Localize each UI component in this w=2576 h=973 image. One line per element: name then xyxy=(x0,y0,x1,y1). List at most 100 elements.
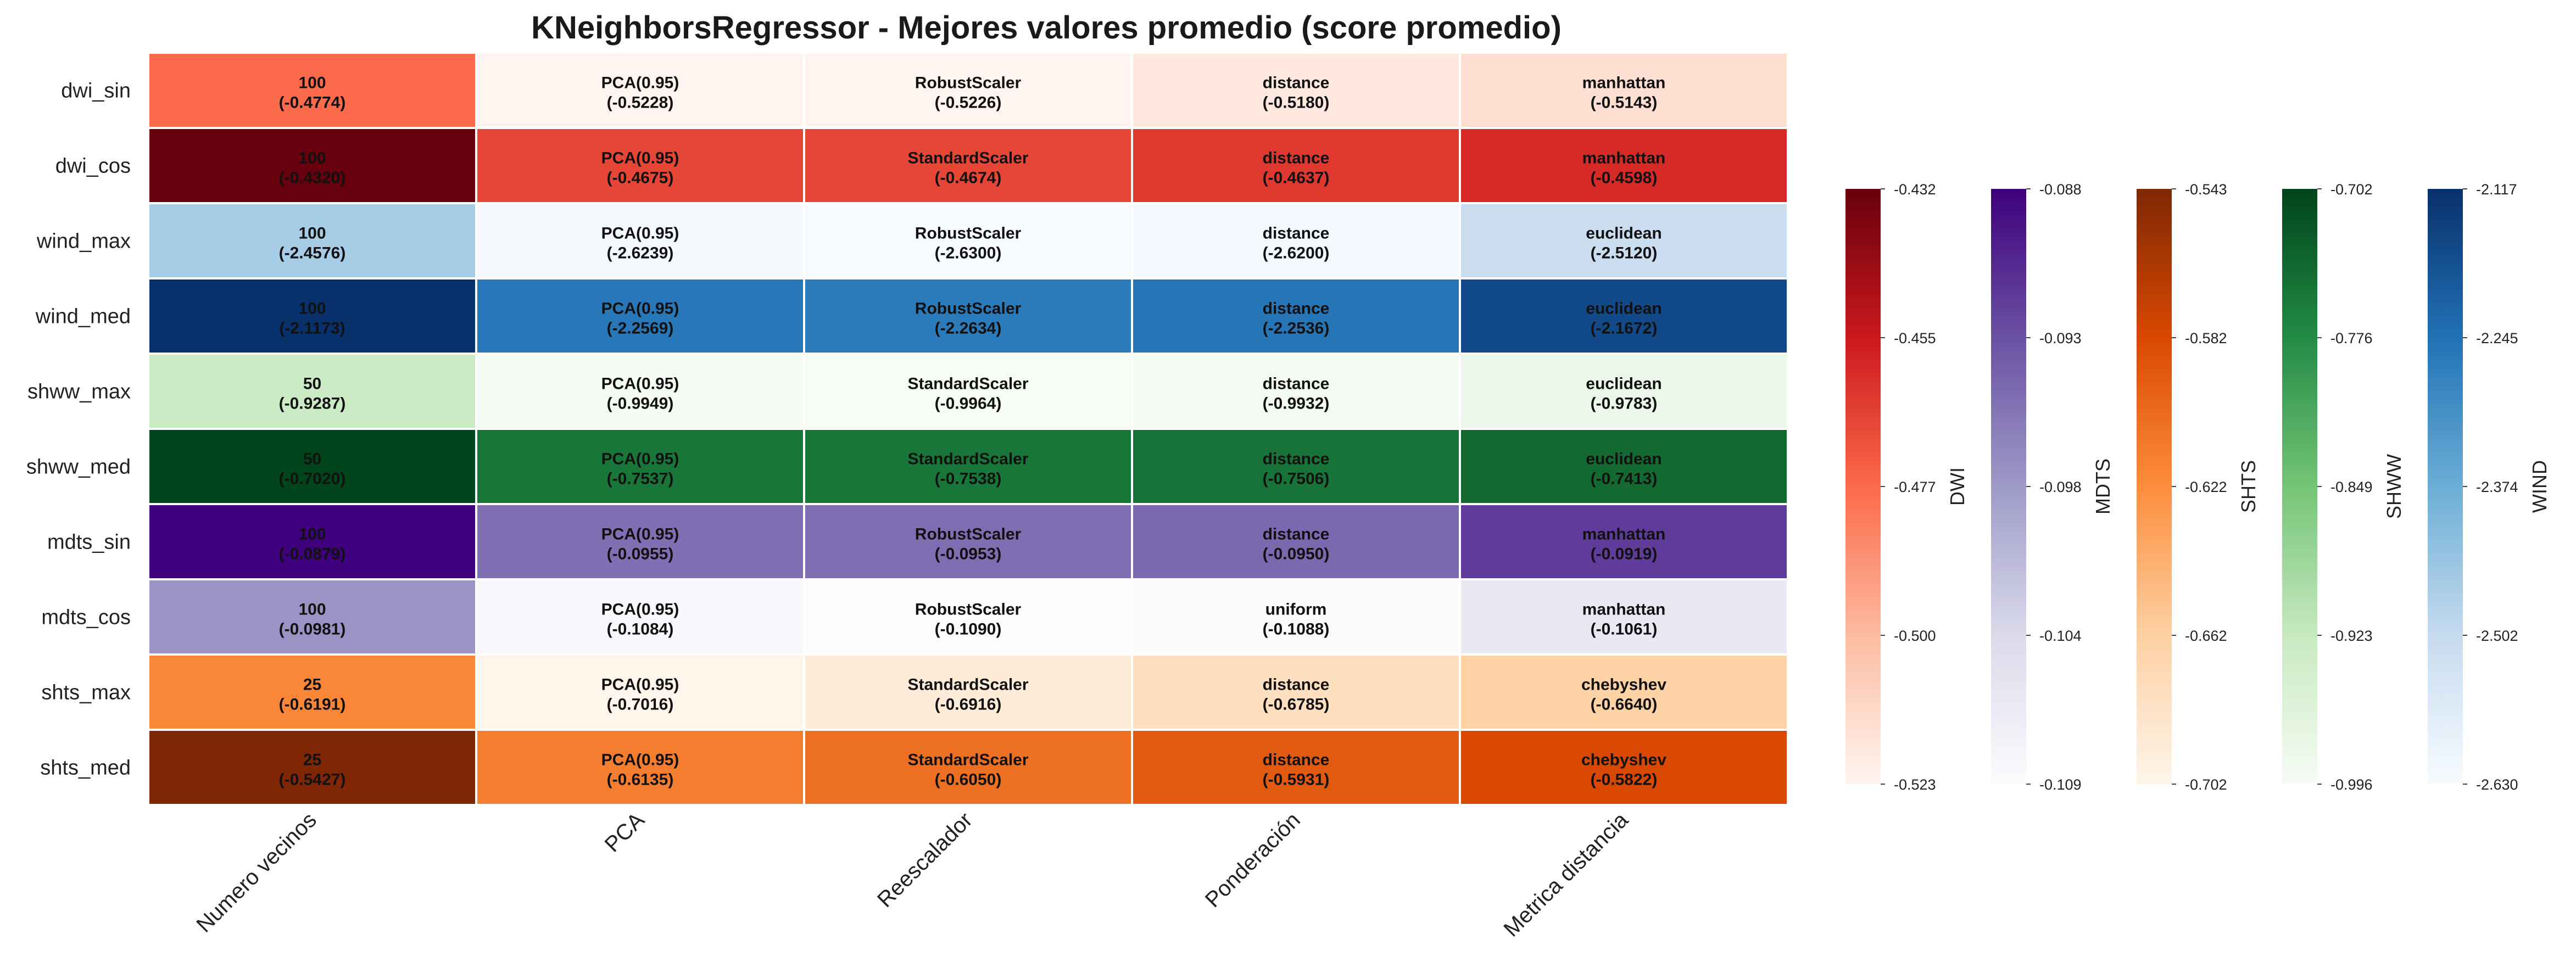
cell-rect xyxy=(1459,578,1789,656)
cell-value: PCA(0.95) xyxy=(601,74,679,92)
colorbar-label: DWI xyxy=(1946,467,1969,506)
cell-value: euclidean xyxy=(1586,375,1661,393)
cell-score: (-0.7016) xyxy=(607,696,674,714)
heatmap-cell: StandardScaler (-0.9964) xyxy=(803,353,1133,430)
cell-score: (-0.7020) xyxy=(279,470,346,488)
cell-value: manhattan xyxy=(1582,149,1666,167)
cell-value: distance xyxy=(1263,676,1330,694)
cell-rect xyxy=(803,428,1133,505)
cell-value: manhattan xyxy=(1582,601,1666,619)
cell-score: (-0.1088) xyxy=(1263,620,1330,639)
row-label: dwi_sin xyxy=(61,80,131,103)
cell-value: euclidean xyxy=(1586,300,1661,318)
heatmap-cell: RobustScaler(-0.1090) xyxy=(803,578,1133,656)
colorbar-tick-label: -0.455 xyxy=(1894,330,1936,346)
cell-value: 50 xyxy=(303,450,321,468)
cell-value: manhattan xyxy=(1582,74,1666,92)
cell-value: RobustScaler xyxy=(915,525,1022,544)
heatmap-cell: manhattan (-0.5143) xyxy=(1459,52,1789,129)
colorbar-tick-label: -0.523 xyxy=(1894,776,1936,793)
heatmap-cell: 25 (-0.5427) xyxy=(147,729,477,806)
cell-rect xyxy=(803,729,1133,806)
cell-value: distance xyxy=(1263,375,1330,393)
heatmap-cell: 100 (-0.4320) xyxy=(147,127,477,204)
cell-rect xyxy=(1131,277,1461,355)
cell-score: (-0.4637) xyxy=(1263,169,1330,187)
cell-score: (-2.5120) xyxy=(1591,244,1658,262)
cell-score: (-0.5427) xyxy=(279,771,346,789)
cell-rect xyxy=(475,353,805,430)
cell-value: 50 xyxy=(303,375,321,393)
cell-value: PCA(0.95) xyxy=(601,450,679,468)
cell-rect xyxy=(1459,653,1789,731)
heatmap-cell: StandardScaler (-0.4674) xyxy=(803,127,1133,204)
cell-rect xyxy=(1459,729,1789,806)
heatmap-cell: distance (-0.7506) xyxy=(1131,428,1461,505)
colorbar-tick-label: -0.662 xyxy=(2185,628,2227,644)
cell-value: PCA(0.95) xyxy=(601,300,679,318)
colorbar-tick-label: -0.702 xyxy=(2330,181,2373,198)
cell-rect xyxy=(147,503,477,580)
cell-value: 100 xyxy=(298,225,326,243)
heatmap-cell: RobustScaler (-2.2634) xyxy=(803,277,1133,355)
cell-rect xyxy=(475,578,805,656)
colorbar: -0.432 -0.455 -0.477 -0.500 -0.523 DWI xyxy=(1845,181,1969,793)
cell-score: (-0.5180) xyxy=(1263,94,1330,112)
heatmap-cell: RobustScaler(-2.6300) xyxy=(803,202,1133,279)
cell-score: (-0.6785) xyxy=(1263,696,1330,714)
heatmap-cell: 100 (-0.4774) xyxy=(147,52,477,129)
cell-value: chebyshev xyxy=(1581,751,1666,769)
heatmap-cell: StandardScaler (-0.6050) xyxy=(803,729,1133,806)
cell-score: (-2.4576) xyxy=(279,244,346,262)
heatmap-cell: distance (-0.4637) xyxy=(1131,127,1461,204)
cell-score: (-0.0879) xyxy=(279,545,346,563)
cell-value: PCA(0.95) xyxy=(601,601,679,619)
cell-score: (-0.0950) xyxy=(1263,545,1330,563)
cell-value: StandardScaler xyxy=(907,676,1028,694)
cell-value: distance xyxy=(1263,525,1330,544)
heatmap-cell: manhattan(-0.0919) xyxy=(1459,503,1789,580)
cell-score: (-0.9783) xyxy=(1591,395,1658,413)
cell-value: manhattan xyxy=(1582,525,1666,544)
column-label: Numero vecinos xyxy=(192,808,321,937)
cell-rect xyxy=(475,202,805,279)
cell-score: (-2.1672) xyxy=(1591,320,1658,338)
cell-rect xyxy=(803,52,1133,129)
cell-score: (-0.5228) xyxy=(607,94,674,112)
cell-rect xyxy=(1459,353,1789,430)
heatmap-cell: PCA(0.95)(-0.0955) xyxy=(475,503,805,580)
colorbar-tick-label: -0.093 xyxy=(2039,330,2082,346)
colorbar: -0.543 -0.582 -0.622 -0.662 -0.702 SHTS xyxy=(2137,181,2260,793)
colorbar-tick-label: -0.088 xyxy=(2039,181,2082,198)
cell-value: PCA(0.95) xyxy=(601,225,679,243)
heatmap-cell: PCA(0.95) (-2.2569) xyxy=(475,277,805,355)
cell-rect xyxy=(1131,578,1461,656)
cell-value: distance xyxy=(1263,149,1330,167)
heatmap-cell: distance(-0.0950) xyxy=(1131,503,1461,580)
heatmap-cell: euclidean (-0.9783) xyxy=(1459,353,1789,430)
cell-value: 100 xyxy=(298,149,326,167)
colorbar-tick-label: -0.582 xyxy=(2185,330,2227,346)
heatmap-cell: 100(-0.0879) xyxy=(147,503,477,580)
cell-score: (-2.6300) xyxy=(935,244,1002,262)
cell-score: (-0.5143) xyxy=(1591,94,1658,112)
row-label: mdts_cos xyxy=(41,606,131,629)
cell-rect xyxy=(803,277,1133,355)
heatmap-cell: 25 (-0.6191) xyxy=(147,653,477,731)
cell-score: (-0.6191) xyxy=(279,696,346,714)
cell-score: (-0.0953) xyxy=(935,545,1002,563)
cell-score: (-2.6239) xyxy=(607,244,674,262)
colorbar-tick-label: -0.702 xyxy=(2185,776,2227,793)
cell-score: (-0.5822) xyxy=(1591,771,1658,789)
cell-rect xyxy=(147,52,477,129)
cell-value: PCA(0.95) xyxy=(601,676,679,694)
heatmap-cell: RobustScaler (-0.5226) xyxy=(803,52,1133,129)
colorbar-tick-label: -0.109 xyxy=(2039,776,2082,793)
cell-value: PCA(0.95) xyxy=(601,525,679,544)
cell-value: 25 xyxy=(303,676,321,694)
heatmap-cell: euclidean(-2.5120) xyxy=(1459,202,1789,279)
column-label: PCA xyxy=(600,808,649,857)
cell-score: (-0.4598) xyxy=(1591,169,1658,187)
colorbar: -0.702 -0.776 -0.849 -0.923 -0.996 SHWW xyxy=(2282,181,2405,793)
heatmap-cell: 100 (-2.1173) xyxy=(147,277,477,355)
